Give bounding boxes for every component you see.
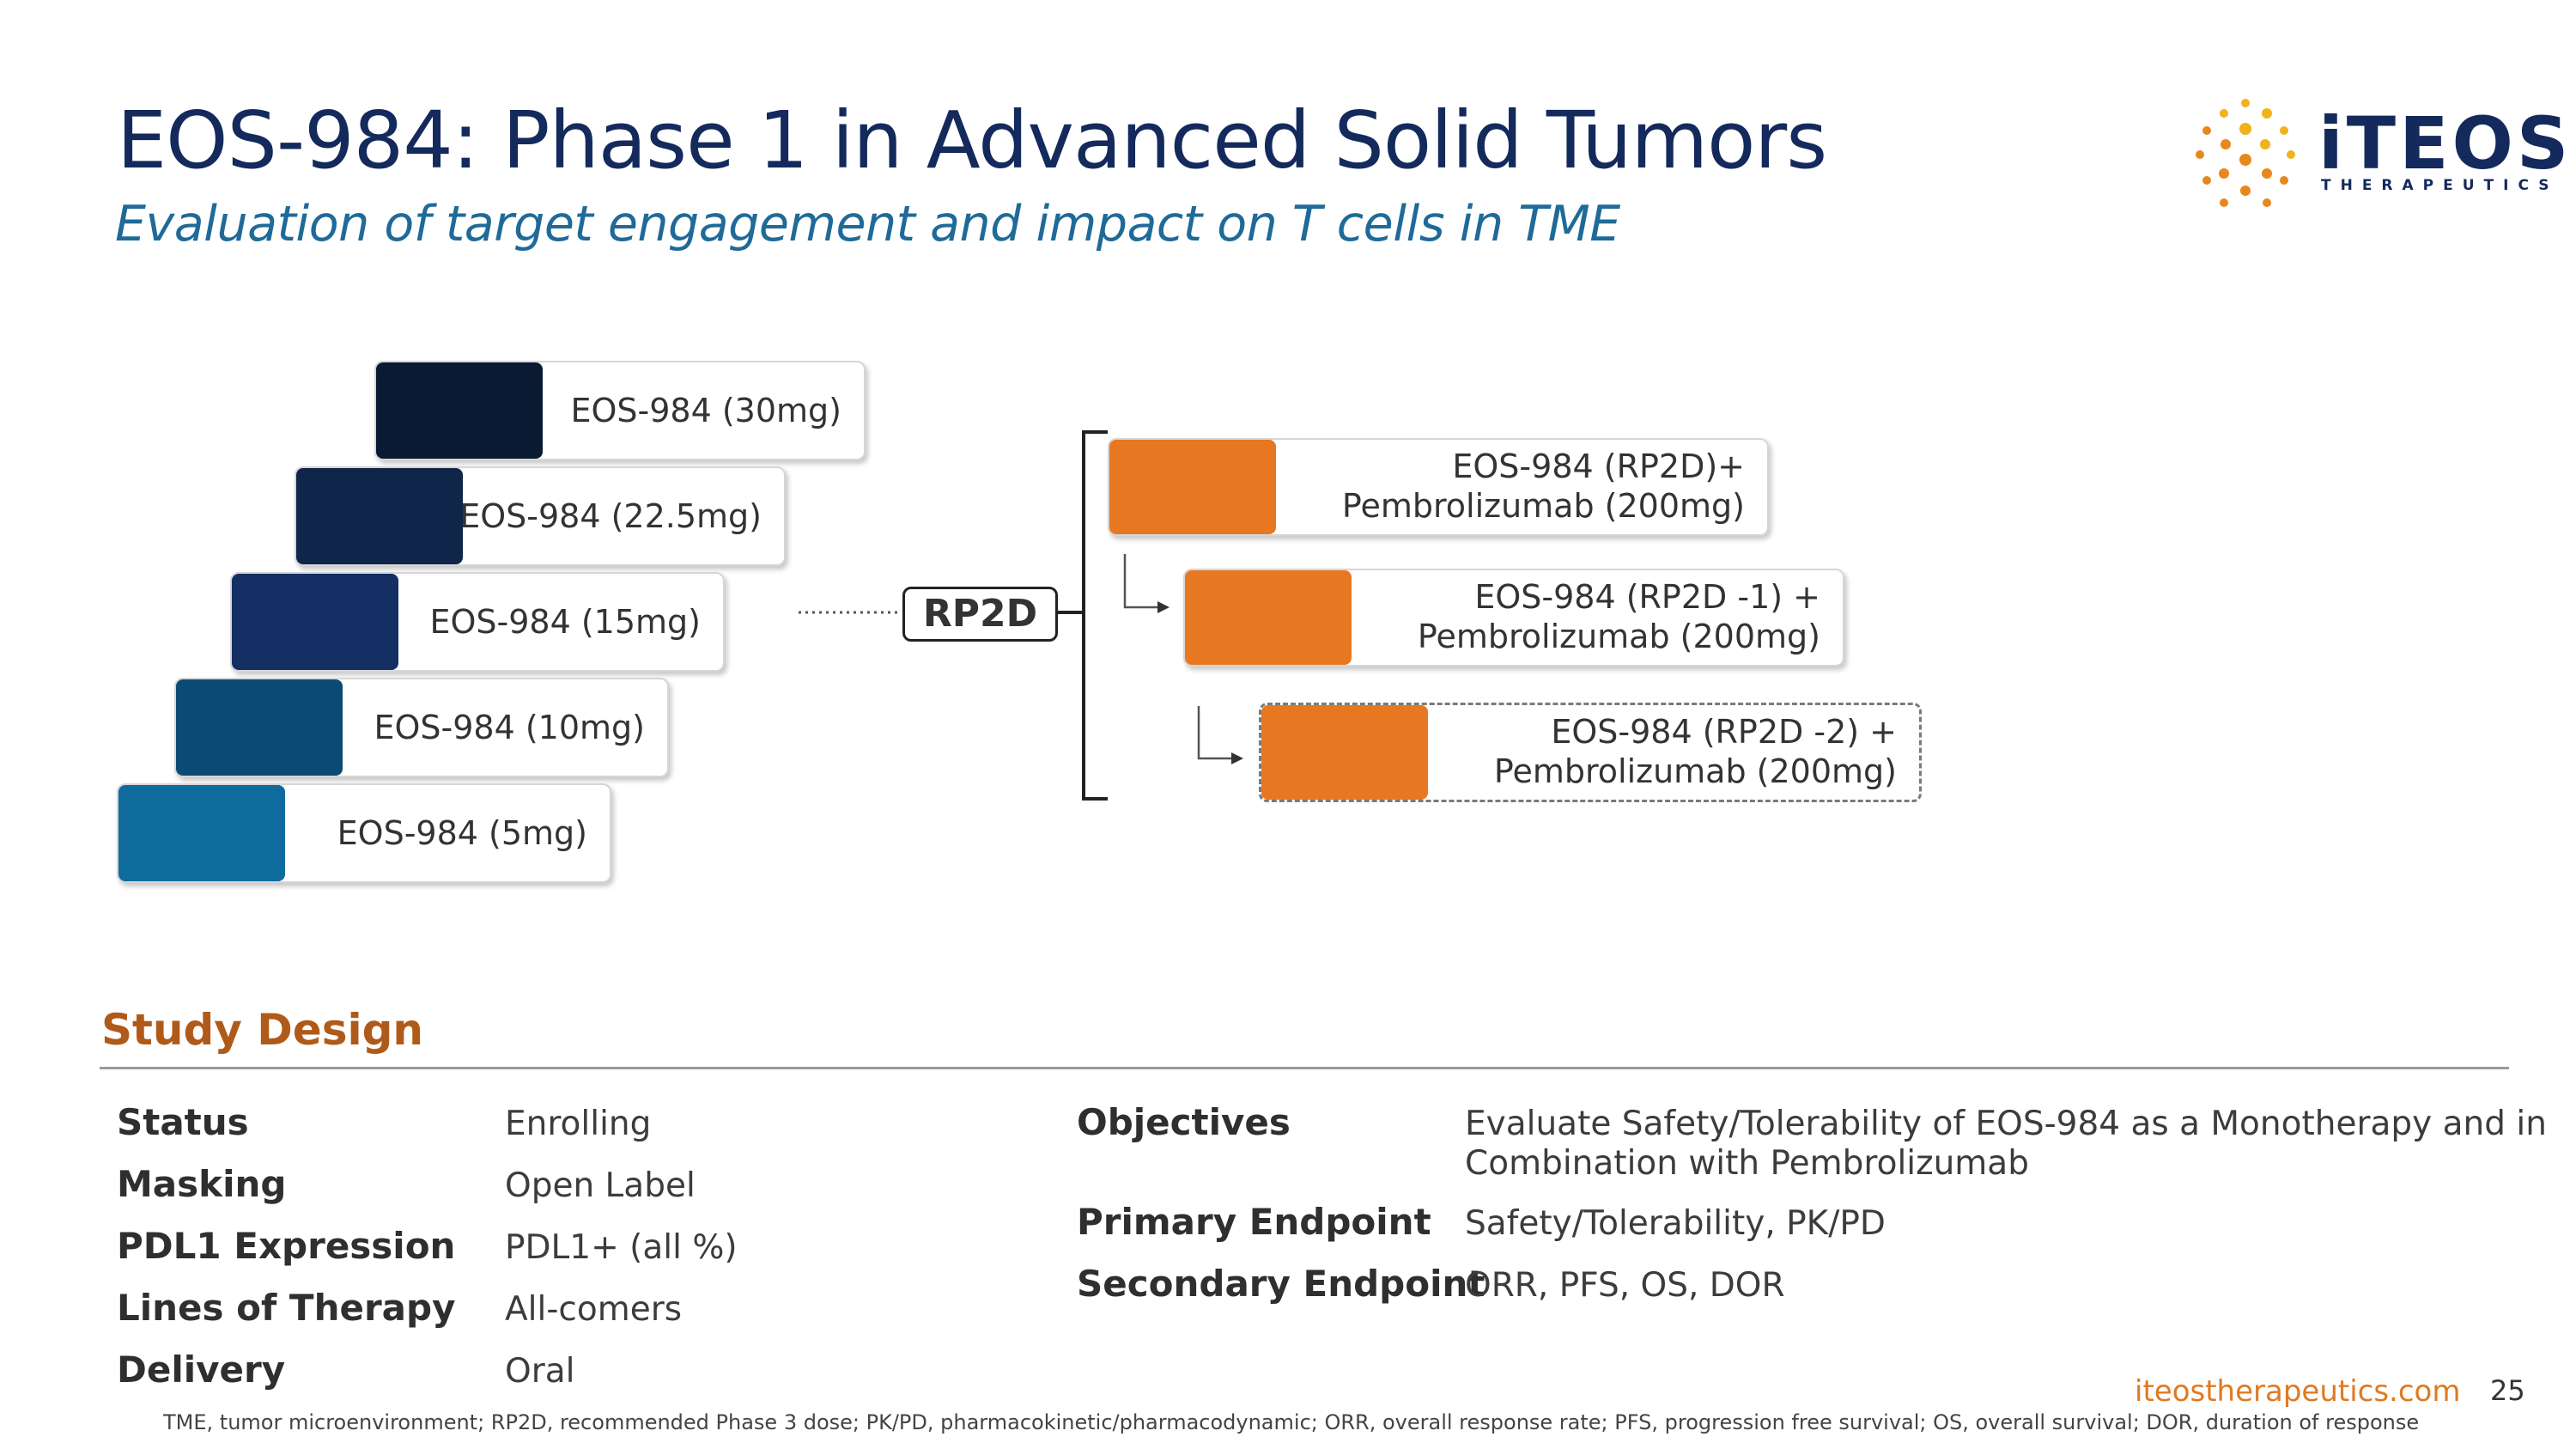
status-value: Enrolling (505, 1105, 652, 1143)
arrow-head-1 (1157, 601, 1170, 613)
dose-label: EOS-984 (30mg) (570, 392, 841, 429)
slide-title: EOS-984: Phase 1 in Advanced Solid Tumor… (117, 94, 1827, 186)
dose-box-22-5mg: EOS-984 (22.5mg) (295, 466, 786, 566)
combo-label-line1: EOS-984 (RP2D -1) + (1474, 578, 1820, 616)
combo-label: EOS-984 (RP2D -1) + Pembrolizumab (200mg… (1418, 577, 1820, 656)
bracket (1082, 430, 1108, 801)
pdl1-expression-label: PDL1 Expression (117, 1225, 456, 1267)
iteos-logo-mark-icon (2196, 99, 2295, 207)
dose-box-5mg: EOS-984 (5mg) (117, 783, 611, 883)
study-design-title: Study Design (101, 1005, 423, 1055)
dose-label: EOS-984 (15mg) (429, 603, 701, 641)
primary-endpoint-label: Primary Endpoint (1077, 1201, 1431, 1243)
arrow-connector-1 (1123, 554, 1163, 609)
combo-label-line2: Pembrolizumab (200mg) (1341, 487, 1745, 525)
objectives-value-line1: Evaluate Safety/Tolerability of EOS-984 … (1465, 1105, 2547, 1143)
combo-swatch (1261, 705, 1428, 800)
status-label: Status (117, 1101, 249, 1143)
dose-swatch (176, 679, 343, 776)
combo-swatch (1109, 440, 1276, 534)
combo-label-line2: Pembrolizumab (200mg) (1417, 618, 1820, 655)
arrow-head-2 (1231, 752, 1243, 764)
delivery-value: Oral (505, 1352, 575, 1391)
logo-wordmark: iTEOS (2318, 101, 2573, 186)
combo-label-line1: EOS-984 (RP2D -2) + (1551, 713, 1897, 751)
dose-box-15mg: EOS-984 (15mg) (230, 572, 725, 672)
dose-swatch (118, 785, 285, 881)
lines-of-therapy-value: All-comers (505, 1290, 683, 1329)
combo-label: EOS-984 (RP2D)+ Pembrolizumab (200mg) (1342, 447, 1745, 526)
combo-label: EOS-984 (RP2D -2) + Pembrolizumab (200mg… (1494, 712, 1897, 791)
delivery-label: Delivery (117, 1349, 286, 1391)
footer-website-link[interactable]: iteostherapeutics.com (2135, 1374, 2461, 1409)
logo-tagline: THERAPEUTICS (2321, 177, 2559, 194)
masking-value: Open Label (505, 1166, 696, 1205)
combo-label-line2: Pembrolizumab (200mg) (1493, 752, 1897, 790)
dose-label: EOS-984 (5mg) (337, 814, 587, 852)
secondary-endpoint-value: ORR, PFS, OS, DOR (1465, 1266, 1785, 1305)
objectives-label: Objectives (1077, 1101, 1291, 1143)
dose-box-10mg: EOS-984 (10mg) (174, 678, 669, 777)
pdl1-expression-value: PDL1+ (all %) (505, 1228, 738, 1267)
logo-dots (2196, 99, 2295, 207)
secondary-endpoint-label: Secondary Endpoint (1077, 1263, 1485, 1305)
footnote: TME, tumor microenvironment; RP2D, recom… (163, 1410, 2420, 1434)
lines-of-therapy-label: Lines of Therapy (117, 1287, 456, 1329)
slide-subtitle: Evaluation of target engagement and impa… (115, 196, 1620, 253)
combo-swatch (1185, 570, 1352, 665)
arrow-connector-2 (1197, 706, 1237, 760)
combo-label-line1: EOS-984 (RP2D)+ (1452, 447, 1745, 485)
dose-swatch (376, 362, 543, 459)
combo-box-rp2d: EOS-984 (RP2D)+ Pembrolizumab (200mg) (1108, 438, 1769, 536)
primary-endpoint-value: Safety/Tolerability, PK/PD (1465, 1204, 1886, 1243)
dose-box-30mg: EOS-984 (30mg) (374, 361, 866, 460)
combo-box-rp2d-minus-1: EOS-984 (RP2D -1) + Pembrolizumab (200mg… (1183, 569, 1844, 667)
study-design-divider (100, 1067, 2509, 1069)
masking-label: Masking (117, 1163, 287, 1205)
dose-swatch (232, 574, 398, 670)
objectives-value-line2: Combination with Pembrolizumab (1465, 1144, 2029, 1183)
dose-label: EOS-984 (22.5mg) (459, 497, 762, 535)
page-number: 25 (2490, 1374, 2525, 1407)
combo-box-rp2d-minus-2: EOS-984 (RP2D -2) + Pembrolizumab (200mg… (1259, 703, 1922, 802)
dose-label: EOS-984 (10mg) (374, 709, 645, 746)
dose-swatch (296, 468, 463, 564)
rp2d-box: RP2D (902, 587, 1058, 642)
